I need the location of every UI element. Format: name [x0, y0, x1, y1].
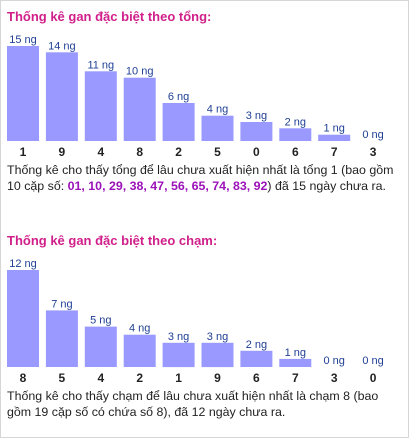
bar-9 — [201, 342, 234, 368]
category-label: 3 — [370, 145, 377, 159]
category-label: 2 — [175, 145, 182, 159]
bar-5 — [45, 310, 78, 367]
value-label: 12 ng — [9, 258, 37, 270]
category-label: 6 — [292, 145, 299, 159]
sum-title: Thống kê gan đặc biệt theo tổng: — [7, 9, 212, 24]
category-label: 0 — [253, 145, 260, 159]
bar-2 — [123, 334, 156, 367]
bar-1 — [162, 342, 195, 368]
touch-description: Thống kê cho thấy chạm để lâu chưa xuất … — [7, 388, 403, 420]
category-label: 4 — [97, 371, 104, 385]
category-label: 8 — [136, 145, 143, 159]
sum-desc-pairs: 01, 10, 29, 38, 47, 56, 65, 74, 83, 92 — [67, 179, 268, 193]
value-label: 0 ng — [362, 129, 383, 141]
category-label: 2 — [136, 371, 143, 385]
category-label: 5 — [59, 371, 66, 385]
value-label: 11 ng — [87, 59, 114, 71]
bar-0 — [240, 122, 273, 141]
category-label: 5 — [214, 145, 221, 159]
bar-7 — [279, 358, 312, 367]
category-label: 8 — [20, 371, 27, 385]
value-label: 0 ng — [323, 355, 344, 367]
category-label: 0 — [370, 371, 377, 385]
touch-desc-before: Thống kê cho thấy chạm để lâu chưa xuất … — [7, 389, 379, 419]
sum-section: Thống kê gan đặc biệt theo tổng: 15 ng 1 1… — [7, 8, 403, 194]
touch-title: Thống kê gan đặc biệt theo chạm: — [7, 233, 218, 248]
bar-5 — [201, 115, 234, 141]
value-label: 14 ng — [48, 40, 76, 52]
value-label: 10 ng — [126, 66, 154, 78]
category-label: 1 — [20, 145, 27, 159]
category-label: 9 — [214, 371, 221, 385]
bar-7 — [318, 134, 351, 141]
bar-1 — [7, 46, 39, 141]
value-label: 3 ng — [246, 110, 267, 122]
bar-8 — [7, 270, 39, 367]
category-label: 4 — [97, 145, 104, 159]
sum-desc-before: Thống kê cho thấy tổng để lâu chưa xuất … — [7, 163, 394, 193]
category-label: 7 — [331, 145, 338, 159]
value-label: 15 ng — [9, 34, 37, 46]
value-label: 6 ng — [168, 91, 189, 103]
value-label: 1 ng — [285, 347, 306, 359]
category-label: 7 — [292, 371, 299, 385]
bar-6 — [240, 350, 273, 367]
category-label: 9 — [59, 145, 66, 159]
sum-bar-chart: 15 ng 1 14 ng 9 11 ng 4 10 ng 8 6 ng 2 4 ng 5 3 ng 0 2… — [7, 34, 384, 159]
bar-4 — [84, 326, 117, 367]
value-label: 7 ng — [51, 298, 72, 310]
value-label: 2 ng — [285, 116, 306, 128]
category-label: 3 — [331, 371, 338, 385]
value-label: 0 ng — [362, 355, 383, 367]
value-label: 4 ng — [129, 323, 150, 335]
value-label: 3 ng — [207, 331, 228, 343]
value-label: 4 ng — [207, 104, 228, 116]
bar-2 — [162, 103, 195, 141]
category-label: 1 — [175, 371, 182, 385]
value-label: 3 ng — [168, 331, 189, 343]
sum-desc-after: ) đã 15 ngày chưa ra. — [267, 179, 386, 193]
touch-section: Thống kê gan đặc biệt theo chạm: 12 ng 8 7… — [7, 232, 403, 420]
bar-8 — [123, 77, 156, 141]
category-label: 6 — [253, 371, 260, 385]
value-label: 5 ng — [90, 315, 111, 327]
bar-6 — [279, 128, 312, 141]
bar-9 — [45, 52, 78, 141]
value-label: 2 ng — [246, 339, 267, 351]
bar-4 — [84, 71, 117, 141]
sum-description: Thống kê cho thấy tổng để lâu chưa xuất … — [7, 162, 403, 194]
touch-bar-chart: 12 ng 8 7 ng 5 5 ng 4 4 ng 2 3 ng 1 3 ng 9 2 ng 6 1 ng… — [7, 258, 384, 385]
value-label: 1 ng — [323, 123, 344, 135]
